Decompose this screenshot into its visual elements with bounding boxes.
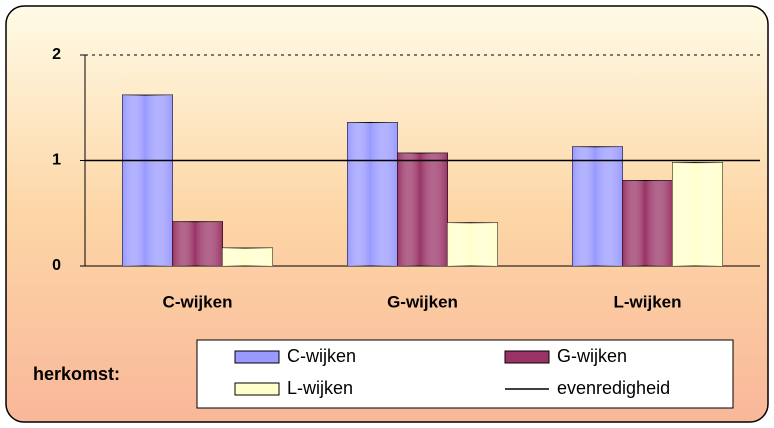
x-tick-label: G-wijken <box>387 292 458 311</box>
legend-swatch <box>504 350 550 364</box>
legend-label: G-wijken <box>557 346 627 366</box>
legend-title: herkomst: <box>33 364 120 384</box>
bar-shade <box>172 221 223 266</box>
bar-shade <box>122 95 173 266</box>
y-tick-label: 1 <box>52 152 61 169</box>
bar-shade <box>347 122 398 267</box>
y-tick-label: 2 <box>52 46 61 63</box>
legend-label: C-wijken <box>287 346 356 366</box>
y-tick-label: 0 <box>52 257 61 274</box>
legend-swatch <box>234 350 280 364</box>
bar-shade <box>397 153 448 266</box>
bar-shade <box>622 180 673 266</box>
bar-shade <box>222 248 273 266</box>
x-tick-label: C-wijken <box>163 292 233 311</box>
x-tick-label: L-wijken <box>613 292 681 311</box>
legend-swatch <box>234 382 280 396</box>
bar-shade <box>572 146 623 266</box>
legend-box <box>196 339 734 409</box>
legend-label: evenredigheid <box>557 378 670 398</box>
bar-shade <box>447 222 498 266</box>
bar-shade <box>672 162 723 266</box>
legend-label: L-wijken <box>287 378 353 398</box>
